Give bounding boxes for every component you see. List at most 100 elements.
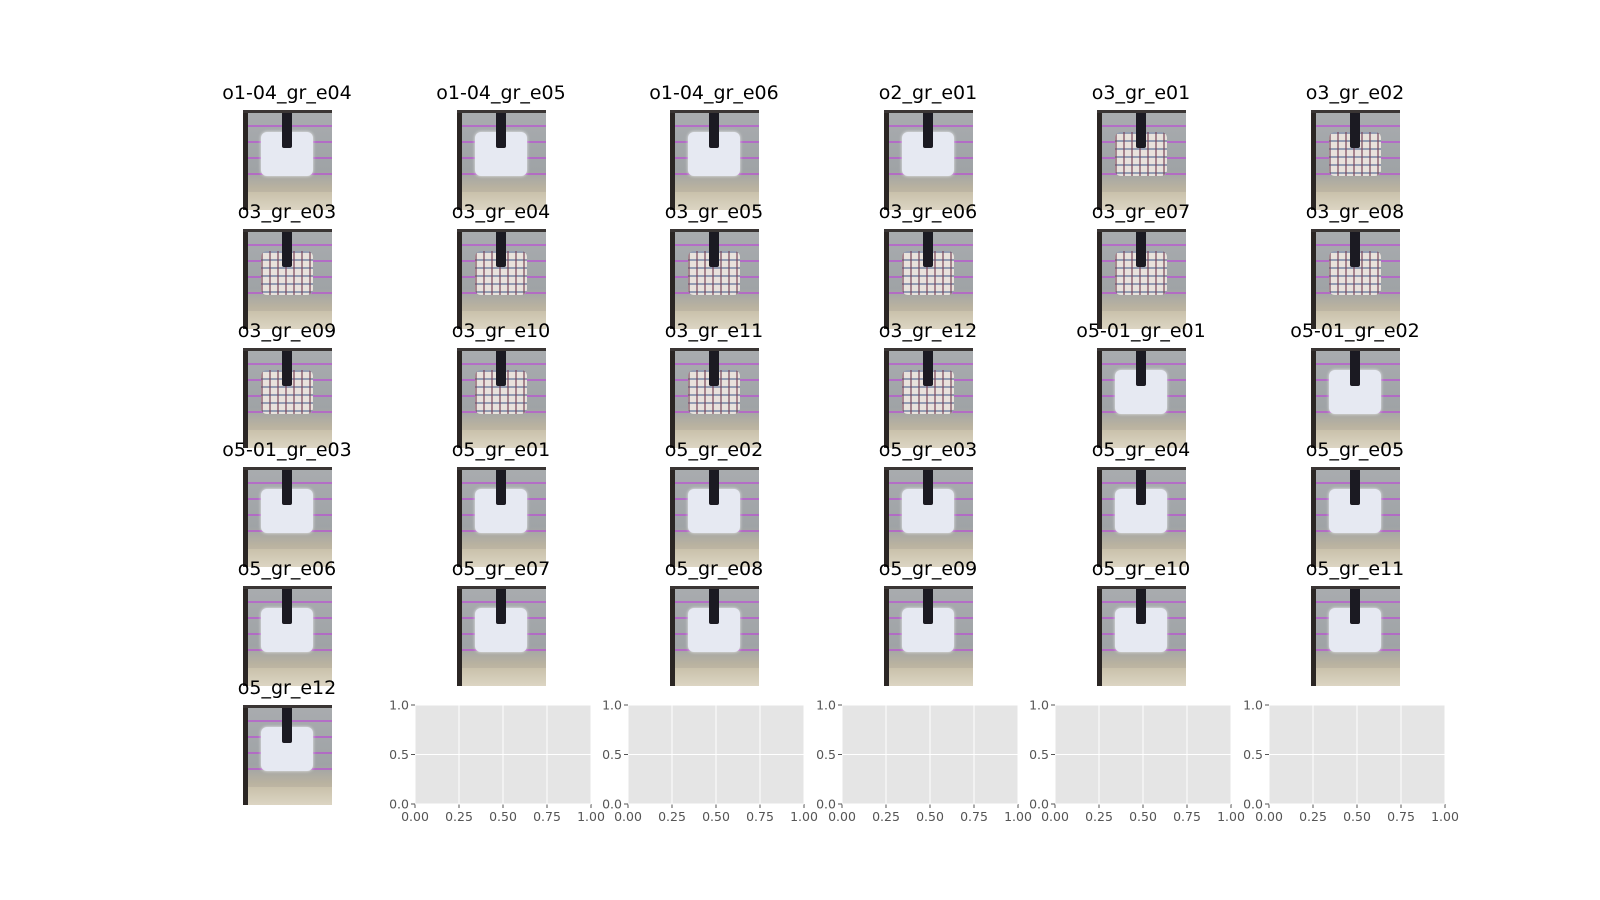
x-tick-label: 0.75 <box>960 809 988 824</box>
x-tick-label: 0.50 <box>916 809 944 824</box>
garment-photo <box>243 586 332 686</box>
garment-photo <box>1311 348 1400 448</box>
x-tick-label: 0.25 <box>872 809 900 824</box>
garment-photo <box>670 467 759 567</box>
garment-photo <box>243 348 332 448</box>
x-tick-label: 0.75 <box>746 809 774 824</box>
x-tick-label: 0.75 <box>1173 809 1201 824</box>
panel-title: o5_gr_e12 <box>237 677 337 699</box>
garment-photo <box>670 348 759 448</box>
panel-title: o5_gr_e10 <box>1091 558 1191 580</box>
garment-photo <box>457 348 546 448</box>
x-tick-label: 0.50 <box>1129 809 1157 824</box>
x-tick-label: 0.75 <box>533 809 561 824</box>
garment-photo <box>457 229 546 329</box>
garment-photo <box>884 110 973 210</box>
panel-title: o5-01_gr_e02 <box>1290 320 1420 342</box>
panel-title: o3_gr_e01 <box>1091 82 1191 104</box>
x-tick-label: 1.00 <box>790 809 818 824</box>
garment-photo <box>1097 110 1186 210</box>
garment-photo <box>1311 110 1400 210</box>
garment-photo <box>1097 586 1186 686</box>
panel-title: o5_gr_e11 <box>1305 558 1405 580</box>
garment-photo <box>1311 467 1400 567</box>
garment-photo <box>884 348 973 448</box>
x-tick-label: 0.00 <box>1255 809 1283 824</box>
panel-title: o3_gr_e10 <box>451 320 551 342</box>
panel-title: o5_gr_e07 <box>451 558 551 580</box>
x-tick-label: 0.25 <box>658 809 686 824</box>
y-tick-label: 0.0 <box>1243 797 1263 812</box>
y-tick-label: 0.5 <box>389 747 409 762</box>
panel-title: o1-04_gr_e05 <box>436 82 566 104</box>
panel-title: o5_gr_e06 <box>237 558 337 580</box>
panel-title: o3_gr_e06 <box>878 201 978 223</box>
y-tick-label: 0.0 <box>816 797 836 812</box>
x-tick-label: 0.75 <box>1387 809 1415 824</box>
panel-title: o5_gr_e05 <box>1305 439 1405 461</box>
panel-title: o3_gr_e07 <box>1091 201 1191 223</box>
x-tick-label: 0.00 <box>401 809 429 824</box>
empty-axes: 0.00 0.25 0.50 0.75 1.00 0.0 0.5 1.0 <box>389 698 605 825</box>
garment-photo <box>670 586 759 686</box>
garment-photo <box>457 467 546 567</box>
y-tick-label: 1.0 <box>1243 698 1263 713</box>
x-tick-label: 0.50 <box>489 809 517 824</box>
panel-title: o5_gr_e01 <box>451 439 551 461</box>
panel-title: o3_gr_e09 <box>237 320 337 342</box>
x-tick-label: 1.00 <box>1004 809 1032 824</box>
garment-photo <box>243 705 332 805</box>
garment-photo <box>1311 229 1400 329</box>
panel-title: o5_gr_e04 <box>1091 439 1191 461</box>
garment-photo <box>1311 586 1400 686</box>
panel-title: o5_gr_e09 <box>878 558 978 580</box>
x-tick-label: 0.00 <box>1041 809 1069 824</box>
garment-photo <box>884 467 973 567</box>
empty-axes: 0.00 0.25 0.50 0.75 1.00 0.0 0.5 1.0 <box>602 698 818 825</box>
x-tick-label: 0.25 <box>1299 809 1327 824</box>
garment-photo <box>1097 229 1186 329</box>
empty-axes: 0.00 0.25 0.50 0.75 1.00 0.0 0.5 1.0 <box>1029 698 1245 825</box>
empty-axes: 0.00 0.25 0.50 0.75 1.00 0.0 0.5 1.0 <box>816 698 1032 825</box>
y-tick-label: 0.5 <box>602 747 622 762</box>
garment-photo <box>243 229 332 329</box>
panel-title: o5_gr_e08 <box>664 558 764 580</box>
y-tick-label: 1.0 <box>389 698 409 713</box>
x-tick-label: 1.00 <box>577 809 605 824</box>
garment-photo <box>1097 467 1186 567</box>
panel-title: o3_gr_e12 <box>878 320 978 342</box>
garment-photo <box>457 586 546 686</box>
panel-title: o5_gr_e02 <box>664 439 764 461</box>
panel-title: o3_gr_e11 <box>664 320 764 342</box>
x-tick-label: 1.00 <box>1431 809 1459 824</box>
panel-title: o3_gr_e05 <box>664 201 764 223</box>
panel-title: o2_gr_e01 <box>878 82 978 104</box>
x-tick-label: 0.00 <box>828 809 856 824</box>
y-tick-label: 0.5 <box>1243 747 1263 762</box>
garment-photo <box>1097 348 1186 448</box>
y-tick-label: 0.0 <box>389 797 409 812</box>
x-tick-label: 0.25 <box>445 809 473 824</box>
y-tick-label: 0.0 <box>1029 797 1049 812</box>
panel-title: o3_gr_e04 <box>451 201 551 223</box>
y-tick-label: 0.5 <box>816 747 836 762</box>
garment-photo <box>243 467 332 567</box>
y-tick-label: 1.0 <box>1029 698 1049 713</box>
y-tick-label: 0.0 <box>602 797 622 812</box>
y-tick-label: 1.0 <box>816 698 836 713</box>
panel-title: o3_gr_e02 <box>1305 82 1405 104</box>
x-tick-label: 0.00 <box>614 809 642 824</box>
panel-title: o3_gr_e03 <box>237 201 337 223</box>
x-tick-label: 0.50 <box>1343 809 1371 824</box>
y-tick-label: 1.0 <box>602 698 622 713</box>
panel-title: o5-01_gr_e03 <box>222 439 352 461</box>
panel-title: o1-04_gr_e06 <box>649 82 779 104</box>
x-tick-label: 0.25 <box>1085 809 1113 824</box>
garment-photo <box>670 110 759 210</box>
garment-photo <box>670 229 759 329</box>
x-tick-label: 1.00 <box>1217 809 1245 824</box>
panel-title: o1-04_gr_e04 <box>222 82 352 104</box>
panel-title: o5_gr_e03 <box>878 439 978 461</box>
empty-axes: 0.00 0.25 0.50 0.75 1.00 0.0 0.5 1.0 <box>1243 698 1459 825</box>
